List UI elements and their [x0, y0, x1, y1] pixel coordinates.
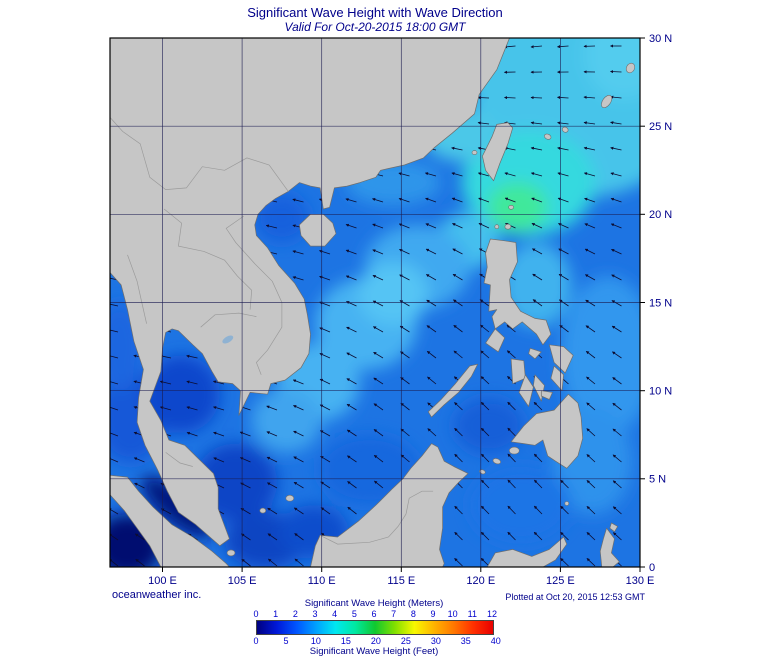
feet-tick-value: 30 [430, 636, 441, 646]
legend-feet-label: Significant Wave Height (Feet) [309, 646, 439, 657]
meters-tick-value: 12 [486, 609, 498, 619]
legend-meters-ticks: 0 1 2 3 4 5 6 7 8 9 10 11 12 [253, 609, 497, 619]
feet-tick-value: 20 [370, 636, 381, 646]
lon-tick-label: 115 E [387, 575, 415, 587]
lon-tick-label: 120 E [466, 575, 495, 587]
axis-tick-labels: 100 E 105 E 110 E 115 E 120 E 125 E 130 E 30 N 2… [148, 33, 672, 587]
lon-tick-label: 130 E [626, 575, 655, 587]
meters-tick-value: 8 [410, 609, 416, 619]
lon-tick-label: 125 E [546, 575, 575, 587]
lat-tick-label: 30 N [649, 33, 672, 45]
feet-tick-value: 40 [490, 636, 501, 646]
legend-feet-ticks: 0 5 10 15 20 25 30 35 40 [253, 636, 500, 646]
feet-tick-value: 15 [340, 636, 351, 646]
feet-tick-value: 10 [310, 636, 321, 646]
meters-tick-value: 2 [292, 609, 298, 619]
feet-tick-value: 35 [460, 636, 471, 646]
lat-tick-label: 15 N [649, 297, 672, 309]
lon-tick-label: 110 E [308, 575, 336, 587]
meters-tick-value: 11 [467, 609, 477, 619]
lat-tick-label: 25 N [649, 121, 672, 133]
meters-tick-value: 3 [312, 609, 318, 619]
legend-colorbar [256, 620, 494, 635]
lat-tick-label: 20 N [649, 209, 672, 221]
meters-tick-value: 10 [447, 609, 458, 619]
meters-tick-value: 9 [430, 609, 436, 619]
graticule-grid [110, 38, 640, 567]
page-title: Significant Wave Height with Wave Direct… [247, 5, 503, 20]
lon-tick-label: 105 E [228, 575, 257, 587]
meters-tick-value: 7 [391, 609, 397, 619]
feet-tick-value: 25 [400, 636, 411, 646]
lat-tick-label: 0 [649, 562, 655, 574]
oceanweather-credit: oceanweather inc. [112, 589, 202, 601]
feet-tick-value: 5 [283, 636, 289, 646]
meters-tick-value: 4 [332, 609, 338, 619]
meters-tick-value: 5 [351, 609, 357, 619]
lon-tick-label: 100 E [148, 575, 177, 587]
lat-tick-label: 10 N [649, 386, 672, 398]
meters-tick-value: 0 [253, 609, 259, 619]
meters-tick-value: 6 [371, 609, 377, 619]
feet-tick-value: 0 [253, 636, 259, 646]
landmasses [110, 38, 636, 567]
plotted-timestamp: Plotted at Oct 20, 2015 12:53 GMT [505, 592, 645, 602]
legend-meters-label: Significant Wave Height (Meters) [304, 598, 444, 609]
valid-time-subtitle: Valid For Oct-20-2015 18:00 GMT [284, 20, 466, 34]
lat-tick-label: 5 N [649, 474, 666, 486]
meters-tick-value: 1 [273, 609, 279, 619]
